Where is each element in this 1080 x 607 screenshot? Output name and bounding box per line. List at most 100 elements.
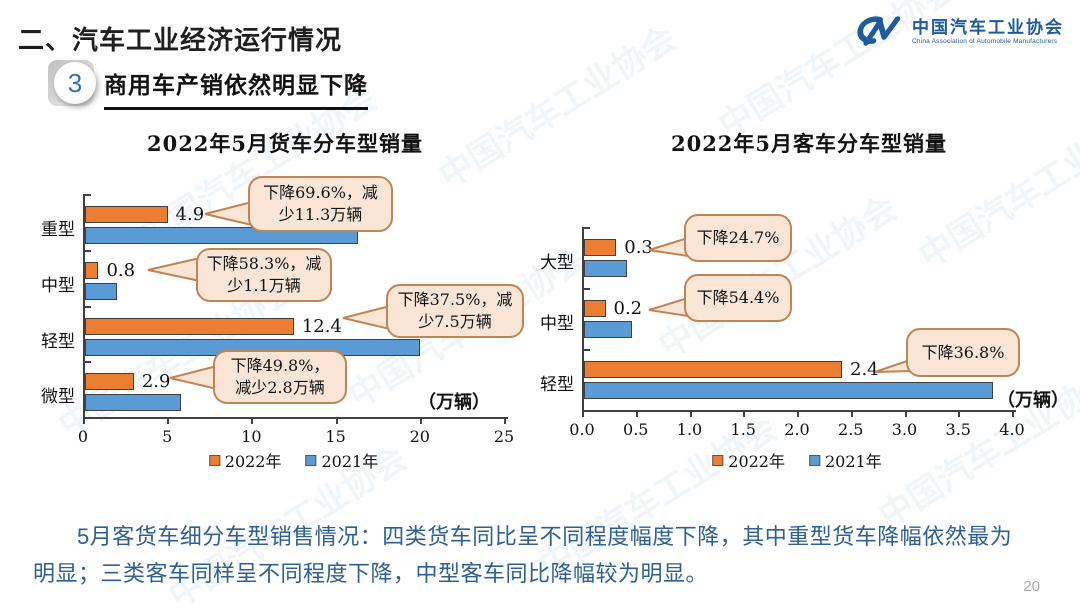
page-number: 20 (1023, 578, 1040, 595)
x-axis-tick-label: 1.0 (676, 420, 703, 439)
x-axis-tick-label: 25 (493, 427, 515, 446)
bar-value-label: 0.8 (106, 259, 136, 281)
section-title: 二、汽车工业经济运行情况 (18, 25, 343, 55)
decline-callout: 下降37.5%，减少7.5万辆 (386, 284, 524, 338)
chart-legend: 2022年 2021年 (208, 448, 379, 472)
x-axis-tick-label: 3.5 (945, 420, 971, 439)
y-axis-tick (584, 410, 590, 412)
y-axis-tick (85, 194, 91, 196)
bar-2022 (85, 373, 134, 391)
x-axis-tick (419, 417, 422, 424)
x-axis-tick (582, 410, 584, 417)
bar-value-label: 2.4 (850, 359, 879, 380)
legend-item: 2022年 (208, 448, 282, 472)
x-axis-tick-label: 10 (241, 427, 262, 446)
legend-swatch (809, 454, 820, 466)
summary-text: 5月客货车细分车型销售情况：四类货车同比呈不同程度幅度下降，其中重型货车降幅依然… (33, 518, 1055, 592)
x-axis-tick-label: 20 (409, 427, 430, 446)
category-label: 轻型 (41, 331, 75, 352)
legend-item: 2021年 (305, 448, 379, 472)
y-axis-tick (584, 227, 590, 229)
decline-callout: 下降49.8%，减少2.8万辆 (213, 350, 347, 404)
caam-logo-name-zh: 中国汽车工业协会 (912, 17, 1064, 37)
category-label: 中型 (41, 275, 75, 296)
decline-callout: 下降24.7% (684, 214, 792, 262)
caam-logo-name-en: China Association of Automobile Manufact… (912, 37, 1058, 45)
bar-2022 (85, 206, 168, 223)
legend-swatch (208, 454, 220, 466)
x-axis-tick-label: 0.5 (623, 420, 649, 439)
x-axis-tick (635, 410, 638, 417)
category-label: 中型 (540, 314, 574, 334)
bar-2021 (584, 321, 633, 338)
x-axis-tick (743, 410, 746, 417)
x-axis-tick-label: 0 (77, 427, 89, 446)
legend-label: 2021年 (825, 452, 882, 471)
caam-logo: 中国汽车工业协会 China Association of Automobile… (848, 10, 1064, 52)
bar-value-label: 4.9 (175, 204, 205, 225)
y-axis-tick (85, 417, 91, 419)
x-axis-tick-label: 5 (162, 427, 173, 446)
decline-callout: 下降54.4% (684, 274, 792, 322)
bar-value-label: 0.2 (613, 298, 643, 319)
bar-value-label: 2.9 (141, 371, 171, 393)
category-label: 微型 (41, 387, 75, 408)
decline-callout: 下降69.6%，减少11.3万辆 (248, 176, 393, 232)
caam-logo-icon (857, 16, 901, 46)
x-axis-tick (1012, 410, 1014, 417)
x-axis-tick (689, 410, 692, 417)
category-label: 轻型 (540, 375, 574, 395)
x-axis-tick (797, 410, 799, 417)
x-axis-tick-label: 3.0 (891, 420, 918, 439)
y-axis-tick (85, 249, 91, 252)
legend-item: 2021年 (809, 448, 882, 472)
x-axis-tick (850, 410, 853, 417)
y-axis-tick (85, 305, 91, 308)
x-axis-tick-label: 1.5 (730, 420, 756, 439)
y-axis-line (83, 194, 85, 419)
x-axis-tick-label: 4.0 (999, 420, 1025, 439)
y-axis-tick (584, 349, 590, 351)
chart-legend: 2022年 2021年 (712, 448, 882, 472)
x-axis-tick (83, 417, 85, 424)
summary-line-2: 明显；三类客车同样呈不同程度下降，中型客车同比降幅较为明显。 (33, 561, 709, 586)
bar-2022 (85, 317, 294, 335)
summary-line-1: 5月客货车细分车型销售情况：四类货车同比呈不同程度幅度下降，其中重型货车降幅依然… (77, 524, 1013, 549)
x-axis-tick-label: 2.5 (838, 420, 864, 439)
chart-title: 2022年5月货车分车型销量 (146, 131, 424, 156)
bar-2022 (85, 261, 99, 279)
x-axis-tick (504, 417, 506, 424)
x-axis-line (582, 410, 1016, 412)
x-axis-tick (251, 417, 254, 424)
bar-2021 (85, 282, 117, 300)
bar-2021 (584, 260, 627, 277)
x-axis-tick-label: 15 (325, 427, 346, 446)
bus-sales-chart: 2022年5月客车分车型销量 0.0 0.5 1.0 1.5 2.0 2.5 3.0 3.5 4.… (540, 122, 1073, 492)
axis-unit-label: （万辆） (418, 392, 490, 413)
bar-2022 (584, 361, 842, 378)
decline-callout: 下降36.8% (906, 328, 1020, 377)
y-axis-line (582, 227, 584, 412)
decline-callout: 下降58.3%，减少1.1万辆 (196, 248, 332, 302)
bar-value-label: 12.4 (301, 315, 342, 337)
badge-number: 3 (54, 62, 96, 104)
x-axis-line (83, 417, 508, 419)
axis-unit-label: （万辆） (997, 390, 1069, 411)
legend-swatch (305, 454, 317, 466)
y-axis-tick (584, 288, 590, 290)
x-axis-tick-label: 0.0 (569, 420, 595, 439)
bar-2022 (584, 239, 617, 256)
x-axis-tick-label: 2.0 (784, 420, 810, 439)
legend-label: 2021年 (321, 452, 379, 471)
chart-title: 2022年5月客车分车型销量 (670, 131, 948, 156)
x-axis-tick (167, 417, 170, 424)
x-axis-tick (335, 417, 338, 424)
category-label: 重型 (41, 220, 75, 240)
legend-label: 2022年 (728, 452, 785, 471)
slide-subtitle: 商用车产销依然明显下降 (104, 66, 368, 110)
x-axis-tick (904, 410, 907, 417)
legend-item: 2022年 (712, 448, 785, 472)
legend-swatch (712, 454, 724, 466)
bar-2022 (584, 300, 606, 317)
bar-value-label: 0.3 (624, 237, 653, 258)
